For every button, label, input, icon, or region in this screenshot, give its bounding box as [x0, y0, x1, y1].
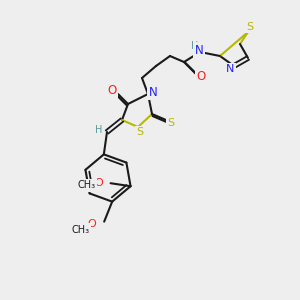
- Text: S: S: [246, 22, 254, 32]
- Text: N: N: [226, 64, 234, 74]
- Text: N: N: [195, 44, 203, 56]
- Text: O: O: [88, 219, 97, 229]
- Text: H: H: [95, 125, 103, 135]
- Text: O: O: [196, 70, 206, 83]
- Text: H: H: [191, 41, 199, 51]
- Text: O: O: [107, 85, 117, 98]
- Text: S: S: [167, 118, 175, 128]
- Text: CH₃: CH₃: [71, 225, 89, 235]
- Text: S: S: [136, 127, 144, 137]
- Text: N: N: [148, 85, 158, 98]
- Text: CH₃: CH₃: [77, 180, 96, 190]
- Text: O: O: [94, 178, 103, 188]
